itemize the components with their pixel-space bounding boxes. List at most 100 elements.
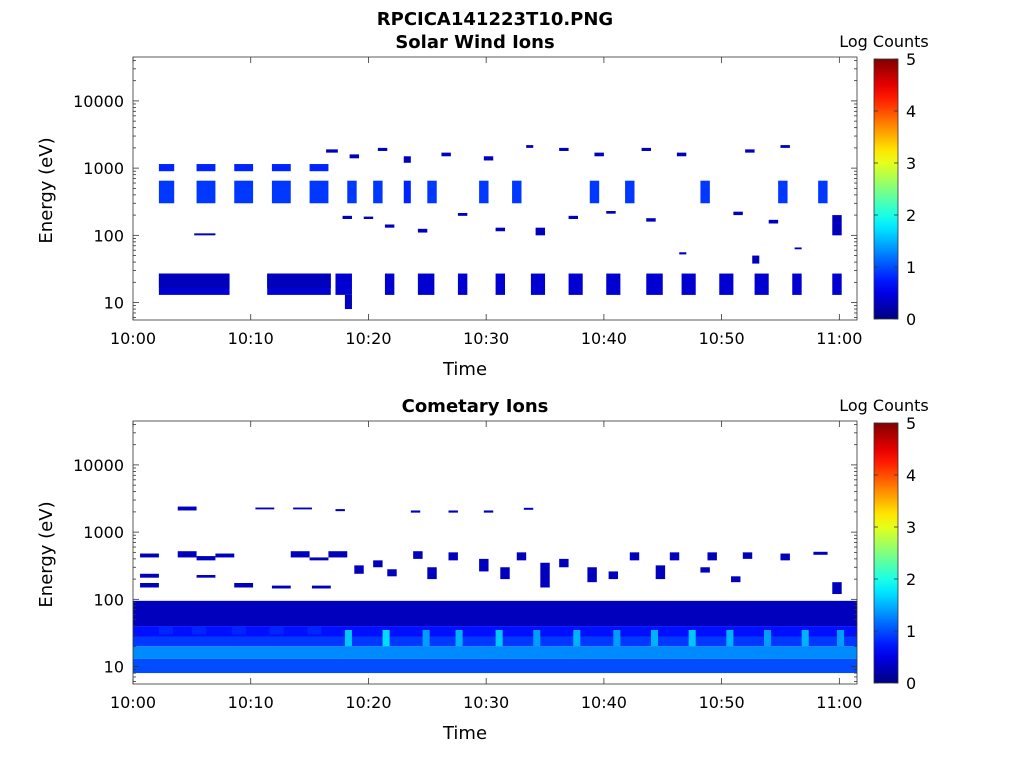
heatmap-cell xyxy=(832,582,842,595)
heatmap-cell xyxy=(483,510,494,513)
heatmap-cell xyxy=(309,180,329,204)
colorbar-tick-label: 3 xyxy=(906,518,916,537)
colorbar-tick-label: 0 xyxy=(906,674,916,693)
heatmap-cell xyxy=(768,219,779,224)
heatmap-cells xyxy=(133,506,857,674)
colorbar-tick-label: 2 xyxy=(906,570,916,589)
heatmap-cell xyxy=(700,567,710,573)
heatmap-cell xyxy=(271,585,291,589)
heatmap-cell xyxy=(733,211,743,216)
heatmap-cell xyxy=(606,273,621,295)
heatmap-cell xyxy=(441,152,451,157)
heatmap-cell xyxy=(234,583,254,588)
heatmap-cell xyxy=(792,273,802,295)
y-tick-label: 10000 xyxy=(73,456,124,475)
heatmap-cell xyxy=(707,552,717,561)
y-tick-label: 10000 xyxy=(73,92,124,111)
heatmap-cell xyxy=(158,180,175,204)
x-tick-label: 10:10 xyxy=(228,693,274,712)
heatmap-cell xyxy=(764,629,772,647)
heatmap-cell xyxy=(271,180,291,204)
y-axis-label: Energy (eV) xyxy=(36,137,57,243)
panel-title: Solar Wind Ions xyxy=(395,32,554,53)
heatmap-cell xyxy=(133,636,857,647)
heatmap-cell xyxy=(679,252,687,255)
heatmap-cell xyxy=(801,629,809,647)
heatmap-cell xyxy=(158,164,175,172)
x-tick-label: 10:30 xyxy=(463,693,509,712)
heatmap-cell xyxy=(349,154,360,159)
heatmap-cell xyxy=(410,510,421,513)
heatmap-cell xyxy=(535,227,546,236)
heatmap-cell xyxy=(387,569,397,577)
heatmap-cell xyxy=(328,551,348,558)
heatmap-cell xyxy=(813,551,828,555)
heatmap-cell xyxy=(307,626,322,635)
heatmap-cell xyxy=(293,507,312,510)
heatmap-cell xyxy=(234,180,254,204)
x-tick-label: 10:40 xyxy=(581,693,627,712)
heatmap-cell xyxy=(403,180,411,204)
heatmap-cell xyxy=(326,149,338,153)
heatmap-cell xyxy=(512,180,522,204)
heatmap-cell xyxy=(483,156,494,161)
x-tick-label: 10:30 xyxy=(463,329,509,348)
heatmap-cell xyxy=(794,247,802,250)
y-tick-label: 100 xyxy=(93,226,124,245)
heatmap-cell xyxy=(719,273,734,295)
heatmap-cell xyxy=(568,273,583,295)
heatmap-cell xyxy=(255,507,275,510)
heatmap-cell xyxy=(836,629,845,647)
heatmap-cell xyxy=(290,551,310,558)
heatmap-cell xyxy=(533,629,541,647)
heatmap-cell xyxy=(448,510,458,513)
heatmap-cell xyxy=(589,180,600,204)
heatmap-cell xyxy=(780,553,790,561)
heatmap-cell xyxy=(516,552,527,561)
heatmap-cell xyxy=(681,273,696,295)
heatmap-cell xyxy=(196,556,216,561)
heatmap-cell xyxy=(140,573,159,578)
x-tick-label: 10:00 xyxy=(110,329,156,348)
heatmap-cell xyxy=(455,629,463,647)
y-tick-label: 10 xyxy=(104,658,124,677)
heatmap-cell xyxy=(269,626,284,635)
heatmap-cell xyxy=(403,156,411,163)
heatmap-cell xyxy=(457,212,468,216)
heatmap-cell xyxy=(234,164,254,172)
heatmap-cell xyxy=(196,575,216,578)
heatmap-cell xyxy=(745,149,755,153)
heatmap-cell xyxy=(526,145,534,148)
heatmap-cell xyxy=(669,552,680,561)
heatmap-cell xyxy=(448,552,458,561)
heatmap-cell xyxy=(177,551,197,558)
heatmap-cell xyxy=(384,224,395,228)
heatmap-cell xyxy=(422,629,430,647)
heatmap-cell xyxy=(231,626,247,635)
heatmap-cell xyxy=(158,273,230,288)
x-tick-label: 10:50 xyxy=(699,693,745,712)
heatmap-cell xyxy=(495,227,506,232)
y-tick-label: 100 xyxy=(93,590,124,609)
heatmap-cell xyxy=(752,255,760,264)
x-axis-label: Time xyxy=(442,359,487,380)
heatmap-cell xyxy=(818,180,828,204)
heatmap-cell xyxy=(676,152,687,157)
colorbar-tick-label: 3 xyxy=(906,154,916,173)
panel-title: Cometary Ions xyxy=(402,396,549,417)
heatmap-cell xyxy=(215,553,235,558)
heatmap-cell xyxy=(568,215,578,219)
x-tick-label: 11:00 xyxy=(816,329,862,348)
heatmap-cell xyxy=(523,507,534,510)
heatmap-cell xyxy=(641,147,651,151)
heatmap-cell xyxy=(594,152,604,157)
heatmap-cell xyxy=(540,562,550,588)
heatmap-cell xyxy=(530,273,546,295)
heatmap-cell xyxy=(417,228,428,233)
heatmap-cell xyxy=(194,233,216,236)
heatmap-cell xyxy=(140,553,159,558)
heatmap-cell xyxy=(650,629,659,647)
y-tick-label: 1000 xyxy=(83,523,124,542)
x-tick-label: 10:00 xyxy=(110,693,156,712)
heatmap-cell xyxy=(731,576,741,583)
